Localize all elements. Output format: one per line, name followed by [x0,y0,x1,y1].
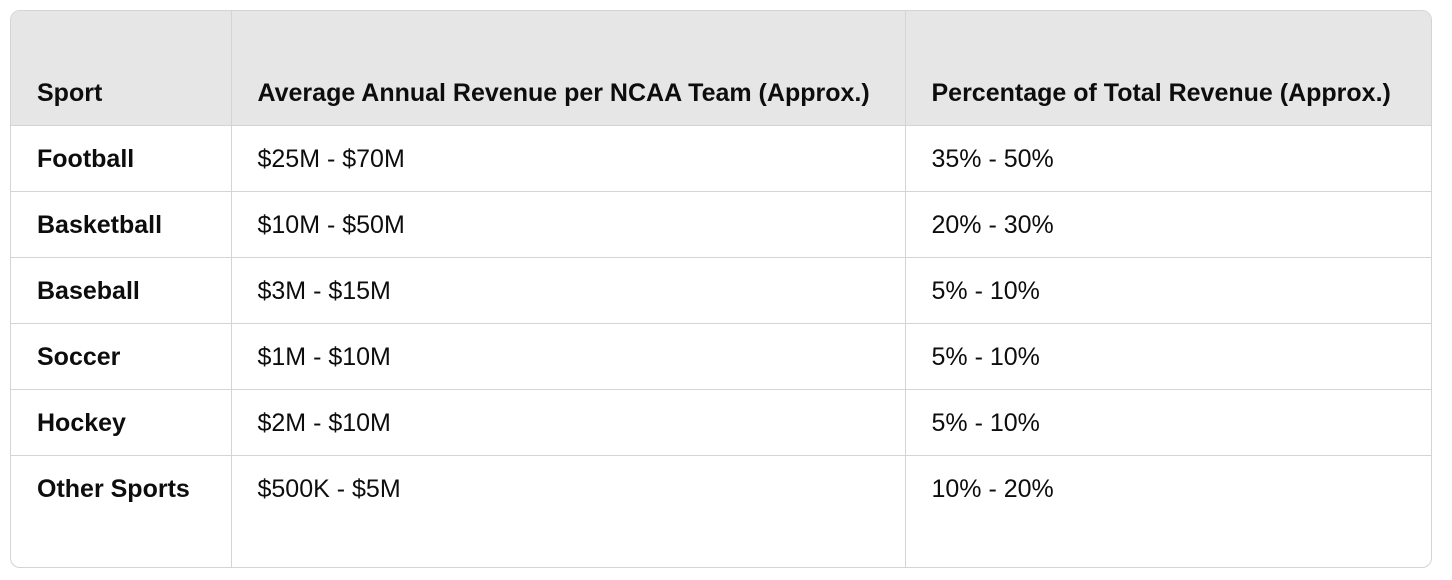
cell-sport: Basketball [11,191,232,258]
table-row: Hockey $2M - $10M 5% - 10% [11,389,1431,456]
table-row: Baseball $3M - $15M 5% - 10% [11,257,1431,324]
header-sport: Sport [11,11,232,126]
cell-sport: Other Sports [11,455,232,567]
table-row: Basketball $10M - $50M 20% - 30% [11,191,1431,258]
cell-revenue: $10M - $50M [231,191,906,258]
header-row: Sport Average Annual Revenue per NCAA Te… [11,11,1431,126]
cell-sport: Soccer [11,323,232,390]
header-percentage: Percentage of Total Revenue (Approx.) [905,11,1431,126]
table-row: Other Sports $500K - $5M 10% - 20% [11,455,1431,567]
cell-sport: Baseball [11,257,232,324]
cell-sport: Football [11,125,232,192]
cell-revenue: $3M - $15M [231,257,906,324]
cell-percentage: 5% - 10% [905,323,1431,390]
cell-revenue: $500K - $5M [231,455,906,567]
revenue-table: Sport Average Annual Revenue per NCAA Te… [11,11,1431,567]
table-body: Football $25M - $70M 35% - 50% Basketbal… [11,125,1431,567]
cell-percentage: 10% - 20% [931,474,1054,503]
table-row: Football $25M - $70M 35% - 50% [11,125,1431,192]
cell-revenue: $1M - $10M [231,323,906,390]
cell-percentage: 5% - 10% [905,257,1431,324]
table-row: Soccer $1M - $10M 5% - 10% [11,323,1431,390]
cell-percentage: 20% - 30% [905,191,1431,258]
cell-revenue: $2M - $10M [231,389,906,456]
header-average-revenue: Average Annual Revenue per NCAA Team (Ap… [231,11,906,126]
table-header: Sport Average Annual Revenue per NCAA Te… [11,11,1431,126]
cell-percentage: 5% - 10% [905,389,1431,456]
cell-revenue: $25M - $70M [231,125,906,192]
cell-percentage: 35% - 50% [905,125,1431,192]
cell-sport: Hockey [11,389,232,456]
revenue-table-container: Sport Average Annual Revenue per NCAA Te… [10,10,1432,568]
